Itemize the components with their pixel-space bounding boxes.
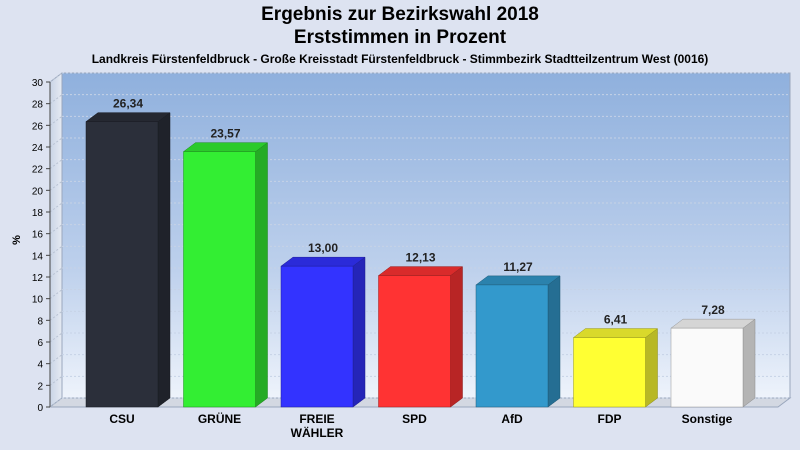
bar-value-label: 6,41 (604, 313, 628, 327)
y-tick-label: 2 (37, 381, 43, 392)
gridline-side (49, 332, 63, 343)
gridline-side (49, 224, 63, 235)
bar-value-label: 26,34 (113, 97, 143, 111)
plot-side-wall (49, 72, 63, 408)
y-axis-label: % (11, 235, 23, 245)
bar-spd (377, 266, 464, 408)
bar-front (573, 337, 646, 408)
x-tick-label: FDP (598, 412, 622, 426)
bar-value-label: 11,27 (503, 260, 533, 274)
y-tick-label: 14 (32, 251, 44, 262)
bar-value-label: 23,57 (210, 127, 240, 141)
y-tick-label: 12 (32, 273, 44, 284)
bar-side (352, 256, 366, 408)
bar-top (670, 318, 756, 329)
bar-front (670, 327, 744, 408)
bar-front (183, 151, 256, 408)
x-tick-label: FREIE (299, 412, 334, 426)
bar-side (255, 142, 268, 408)
gridline-side (49, 397, 63, 408)
bar-top (572, 328, 659, 338)
bar-sonstige (670, 318, 756, 408)
bar-top (182, 142, 269, 152)
x-tick-label: CSU (109, 412, 134, 426)
bar-top (280, 256, 366, 267)
bar-value-label: 13,00 (308, 241, 338, 255)
bar-top (377, 266, 464, 276)
y-tick-label: 20 (32, 186, 44, 197)
y-tick-label: 18 (32, 208, 44, 219)
x-tick-label: SPD (402, 412, 427, 426)
bar-front (85, 121, 159, 408)
gridline-side (49, 354, 63, 365)
y-tick-label: 24 (32, 143, 44, 154)
bar-grüne (182, 142, 269, 408)
bar-front (378, 275, 451, 408)
gridline-side (49, 375, 63, 386)
bar-value-label: 12,13 (405, 251, 435, 265)
title-line-1: Ergebnis zur Bezirkswahl 2018 (261, 4, 539, 25)
chart-subtitle: Landkreis Fürstenfeldbruck - Große Kreis… (91, 52, 709, 66)
x-tick-label: AfD (501, 412, 523, 426)
y-tick-label: 0 (37, 403, 43, 414)
bar-side (645, 328, 658, 408)
bar-value-label: 7,28 (701, 303, 725, 317)
y-tick-label: 6 (37, 338, 43, 349)
bar-fdp (572, 328, 659, 408)
gridline-side (49, 180, 63, 191)
title-line-2: Erststimmen in Prozent (293, 27, 507, 48)
bar-top (475, 275, 561, 286)
x-tick-label: Sonstige (682, 412, 733, 426)
y-tick-label: 28 (32, 100, 44, 111)
y-tick-label: 22 (32, 165, 44, 176)
y-tick-label: 8 (37, 316, 43, 327)
y-tick-label: 10 (32, 295, 44, 306)
chart-title: Ergebnis zur Bezirkswahl 2018 Erststimme… (0, 3, 800, 49)
bar-front (475, 284, 549, 408)
gridline-side (49, 94, 63, 105)
gridline-side (49, 72, 63, 83)
gridline-side (49, 310, 63, 321)
gridline-side (49, 159, 63, 170)
bar-side (547, 275, 561, 408)
gridline-side (49, 115, 63, 126)
gridline-side (49, 137, 63, 148)
bar-side (742, 318, 756, 408)
bar-csu (85, 112, 171, 408)
y-tick-label: 26 (32, 121, 44, 132)
gridline-side (49, 202, 63, 213)
bar-side (157, 112, 171, 408)
bar-afd (475, 275, 561, 408)
gridline-side (49, 267, 63, 278)
gridline-side (49, 289, 63, 300)
x-tick-label: WÄHLER (291, 425, 344, 440)
y-tick-label: 4 (37, 360, 43, 371)
bar-freie-wähler (280, 256, 366, 408)
bar-top (85, 112, 171, 122)
bar-side (450, 266, 463, 408)
y-tick-label: 16 (32, 230, 44, 241)
y-tick-label: 30 (32, 78, 44, 89)
gridline-side (49, 245, 63, 256)
x-tick-label: GRÜNE (198, 411, 241, 426)
bar-front (280, 265, 354, 408)
